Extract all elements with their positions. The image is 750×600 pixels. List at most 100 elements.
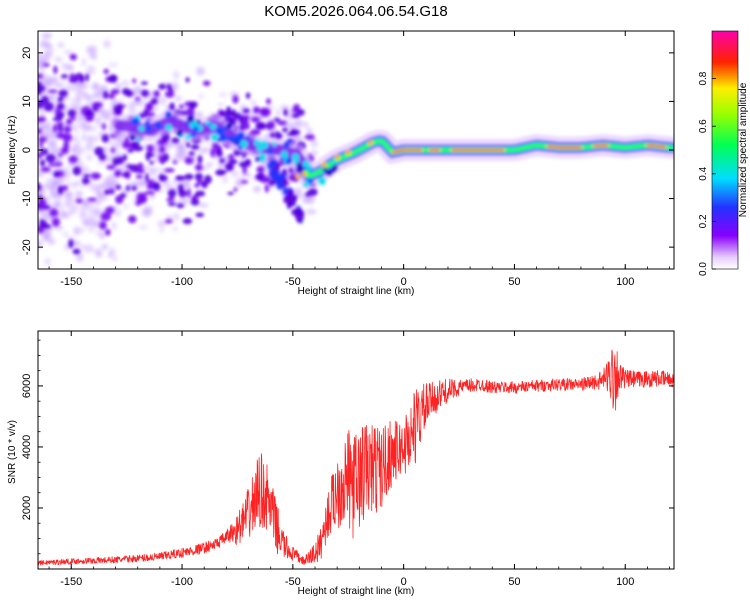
spectrogram-noise-blob <box>145 173 149 182</box>
spectrogram-noise-blob <box>98 122 104 128</box>
spectrogram-noise-blob <box>39 219 45 224</box>
spectrogram-noise-blob <box>74 112 83 117</box>
spectrogram-noise-blob <box>244 172 251 178</box>
spectrogram-noise-blob <box>38 202 46 207</box>
spectrogram-x-tick-label: 0 <box>401 276 407 288</box>
spectrogram-noise-blob <box>40 148 49 156</box>
spectrogram-noise-blob <box>52 217 60 227</box>
spectrogram-noise-blob <box>58 89 68 97</box>
colorbar-label: Normalized spectral amplitude <box>738 82 749 217</box>
spectrogram-noise-blob <box>113 256 117 261</box>
spectrogram-noise-blob <box>40 70 45 76</box>
spectrogram-noise-blob <box>242 164 247 175</box>
ridge-bright-spot <box>192 126 199 133</box>
spectrogram-noise-blob <box>196 67 205 76</box>
spectrogram-noise-blob <box>110 88 120 95</box>
spectrogram-noise-blob <box>212 142 220 149</box>
spectrogram-noise-blob <box>131 141 140 148</box>
spectrogram-noise-blob <box>182 218 193 225</box>
spectrogram-noise-blob <box>101 134 110 143</box>
spectrogram-noise-blob <box>157 96 167 105</box>
ridge-bright-spot <box>210 133 219 141</box>
spectrogram-noise-blob <box>303 122 309 128</box>
spectrogram-noise-blob <box>122 141 130 149</box>
spectrogram-noise-blob <box>100 96 106 105</box>
snr-x-tick-label: -50 <box>285 576 301 588</box>
spectrogram-noise-blob <box>184 173 194 180</box>
spectrogram-noise-blob <box>49 185 57 194</box>
spectrogram-noise-blob <box>190 198 200 206</box>
spectrogram-noise-blob <box>173 212 180 221</box>
spectrogram-noise-blob <box>52 81 61 87</box>
ridge-red-spot <box>346 151 350 154</box>
ridge-bright-spot <box>260 140 269 149</box>
spectrogram-noise-blob <box>166 197 175 202</box>
spectrogram-noise-blob <box>228 111 235 117</box>
spectrogram-noise-blob <box>88 135 94 142</box>
spectrogram-noise-blob <box>219 158 225 164</box>
spectrogram-noise-blob <box>218 92 227 97</box>
spectrogram-noise-blob <box>92 183 101 193</box>
spectrogram-noise-blob <box>57 153 64 157</box>
snr-y-ticks: 2000 4000 6000 <box>21 339 674 555</box>
spectrogram-noise-blob <box>115 184 122 190</box>
spectrogram-noise-blob <box>202 148 207 153</box>
spectrogram-noise-blob <box>194 183 200 188</box>
spectrogram-noise-blob <box>80 123 92 132</box>
spectrogram-noise-blob <box>188 151 195 156</box>
spectrogram-noise-blob <box>59 211 67 219</box>
spectrogram-noise-blob <box>222 174 228 184</box>
snr-y-tick-label: 6000 <box>21 374 33 398</box>
spectrogram-noise-blob <box>184 185 193 190</box>
spectrogram-noise-blob <box>68 197 77 202</box>
colorbar-tick-label: 0.4 <box>698 166 709 180</box>
spectrogram-noise-blob <box>56 225 64 231</box>
spectrogram-noise-blob <box>265 176 271 183</box>
spectrogram-noise-blob <box>63 125 72 133</box>
ridge-bright-spot <box>330 167 336 173</box>
spectrogram-noise-blob <box>268 179 275 187</box>
spectrogram-noise-blob <box>91 82 99 91</box>
ridge-bright-spot <box>131 117 139 126</box>
ridge-bright-spot <box>307 165 313 171</box>
spectrogram-x-tick-label: -50 <box>285 276 301 288</box>
spectrogram-noise-blob <box>216 149 223 158</box>
spectrogram-noise-blob <box>270 132 275 139</box>
spectrogram-noise-blob <box>68 209 73 215</box>
spectrogram-noise-blob <box>304 134 315 140</box>
spectrogram-noise-blob <box>75 204 80 209</box>
spectrogram-noise-blob <box>294 119 303 128</box>
spectrogram-noise-blob <box>69 73 76 81</box>
spectrogram-noise-blob <box>104 189 110 195</box>
spectrogram-noise-blob <box>54 57 63 62</box>
spectrogram-noise-blob <box>40 167 51 172</box>
spectrogram-noise-blob <box>74 124 79 134</box>
ridge-bright-spot <box>255 156 261 162</box>
ridge-bright-spot <box>219 133 228 142</box>
spectrogram-noise-blob <box>38 116 43 123</box>
spectrogram-noise-blob <box>268 121 275 130</box>
spectrogram-noise-blob <box>161 171 167 176</box>
ridge-bright-spot <box>154 121 163 130</box>
spectrogram-noise-blob <box>90 172 102 180</box>
spectrogram-noise-blob <box>107 108 115 118</box>
spectrogram-noise-blob <box>77 91 85 96</box>
spectrogram-noise-blob <box>226 106 232 114</box>
spectrogram-noise-blob <box>95 222 100 226</box>
spectrogram-noise-blob <box>179 104 184 109</box>
spectrogram-noise-blob <box>73 226 80 236</box>
spectrogram-x-label: Height of straight line (km) <box>298 286 415 297</box>
spectrogram-noise-blob <box>305 192 312 197</box>
spectrogram-tail-blob <box>290 194 298 201</box>
spectrogram-noise-blob <box>181 149 190 159</box>
spectrogram-noise-blob <box>242 108 250 114</box>
spectrogram-noise-blob <box>149 160 154 165</box>
spectrogram-noise-blob <box>108 63 118 67</box>
spectrogram-noise-blob <box>42 57 49 64</box>
spectrogram-noise-blob <box>166 83 172 91</box>
ridge-bright-spot <box>187 133 192 139</box>
spectrogram-tail-blob <box>276 180 284 190</box>
spectrogram-noise-blob <box>49 208 59 217</box>
spectrogram-noise-blob <box>218 103 223 107</box>
spectrogram-noise-blob <box>250 116 260 123</box>
